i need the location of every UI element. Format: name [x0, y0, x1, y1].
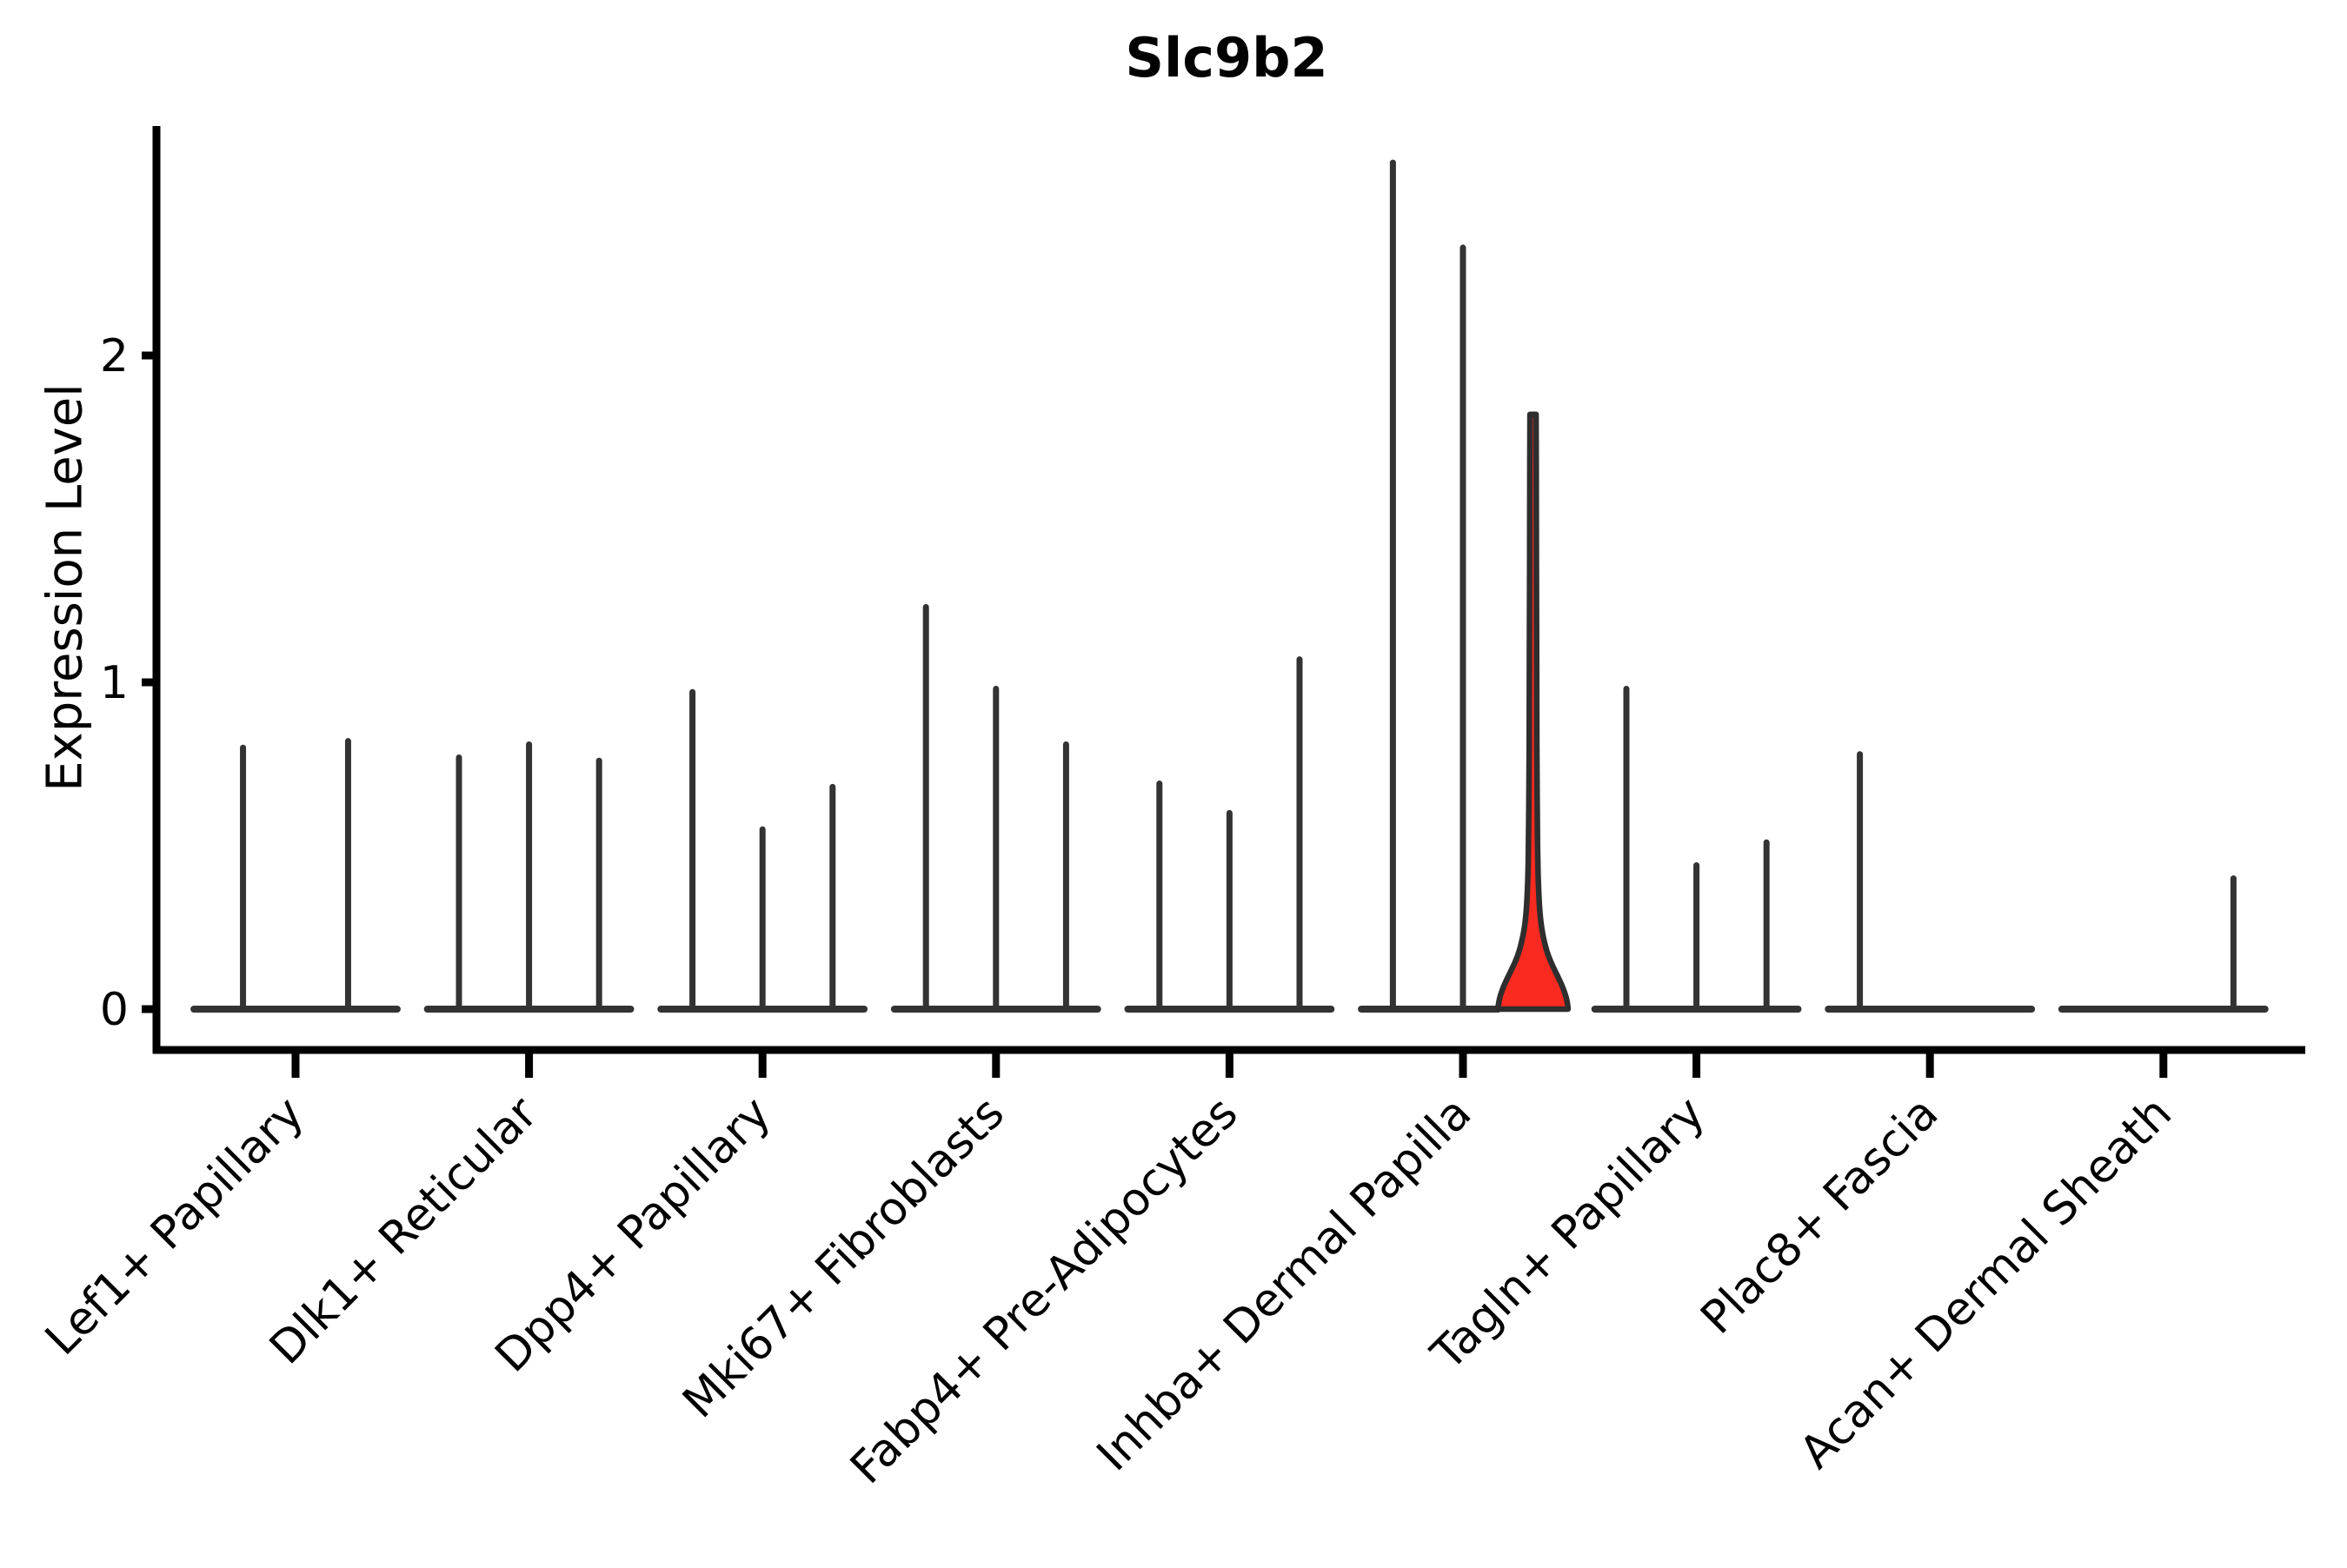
x-tick-label: Plac8+ Fascia	[1692, 1087, 1949, 1345]
y-tick-label: 1	[100, 657, 129, 709]
highlight-violin	[1495, 411, 1572, 1013]
x-tick-label: Lef1+ Papillary	[36, 1087, 314, 1365]
y-tick-label: 0	[100, 984, 129, 1036]
y-axis-label: Expression Level	[37, 383, 94, 792]
x-tick-label: Inhba+ Dermal Papilla	[1087, 1087, 1481, 1481]
x-tick-label: Fabp4+ Pre-Adipocytes	[841, 1087, 1247, 1494]
chart-title: Slc9b2	[1125, 26, 1328, 90]
x-tick-label: Acan+ Dermal Sheath	[1790, 1087, 2182, 1479]
y-tick-label: 2	[100, 330, 129, 382]
